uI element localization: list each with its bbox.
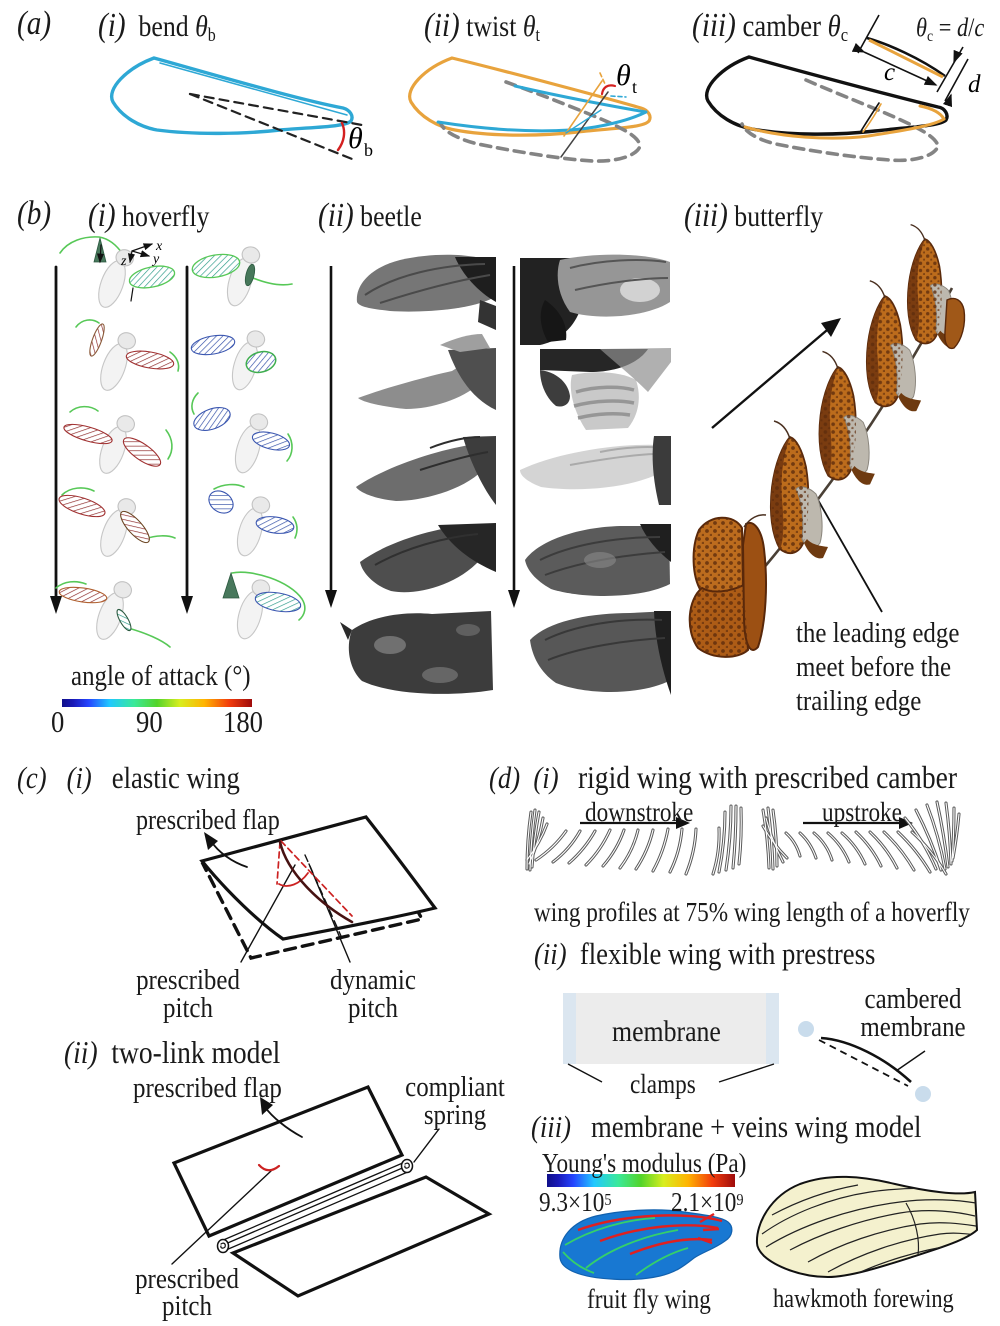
svg-text:b: b — [364, 140, 373, 160]
svg-text:c: c — [884, 59, 895, 86]
svg-text:t: t — [632, 77, 637, 97]
svg-text:d: d — [968, 71, 981, 98]
svg-text:y: y — [151, 252, 160, 267]
svg-text:x: x — [155, 239, 163, 254]
svg-text:θ: θ — [348, 122, 363, 155]
svg-text:θ: θ — [616, 59, 631, 92]
svg-text:z: z — [120, 254, 127, 269]
